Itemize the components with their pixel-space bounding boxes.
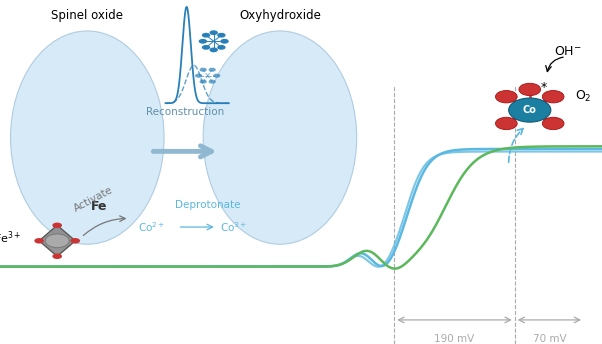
Text: Co$^{2+}$: Co$^{2+}$ [138,220,166,234]
Circle shape [195,74,202,78]
Circle shape [199,39,207,44]
Circle shape [220,39,229,44]
Circle shape [45,234,69,248]
Polygon shape [39,225,75,256]
Circle shape [199,79,207,84]
Circle shape [509,98,551,122]
Text: Co: Co [523,105,537,115]
Text: Oxyhydroxide: Oxyhydroxide [239,9,321,22]
Ellipse shape [10,31,164,244]
Text: 190 mV: 190 mV [435,334,474,344]
Circle shape [208,79,216,84]
Circle shape [202,33,210,37]
Text: Fe$^{3+}$: Fe$^{3+}$ [0,229,21,246]
Text: Deprotonate: Deprotonate [175,200,240,210]
Text: *: * [541,81,547,94]
Circle shape [52,223,62,228]
Circle shape [542,90,564,103]
Text: 70 mV: 70 mV [533,334,566,344]
Text: OH$^{-}$: OH$^{-}$ [554,45,582,58]
Text: Fe: Fe [91,200,108,213]
Text: Activate: Activate [72,184,114,213]
Circle shape [217,33,226,37]
Circle shape [199,68,207,72]
Circle shape [209,47,218,52]
Ellipse shape [203,31,356,244]
Circle shape [542,117,564,130]
Circle shape [70,238,80,244]
Circle shape [52,254,62,259]
Circle shape [495,90,517,103]
Circle shape [519,83,541,96]
Text: Spinel oxide: Spinel oxide [51,9,123,22]
Circle shape [217,45,226,50]
Circle shape [213,74,220,78]
Text: O$_2$: O$_2$ [575,89,592,104]
Circle shape [34,238,44,244]
Circle shape [208,68,216,72]
Circle shape [202,45,210,50]
Circle shape [495,117,517,130]
Circle shape [209,30,218,35]
Text: Reconstruction: Reconstruction [146,107,225,117]
Text: Co$^{3+}$: Co$^{3+}$ [220,220,247,234]
